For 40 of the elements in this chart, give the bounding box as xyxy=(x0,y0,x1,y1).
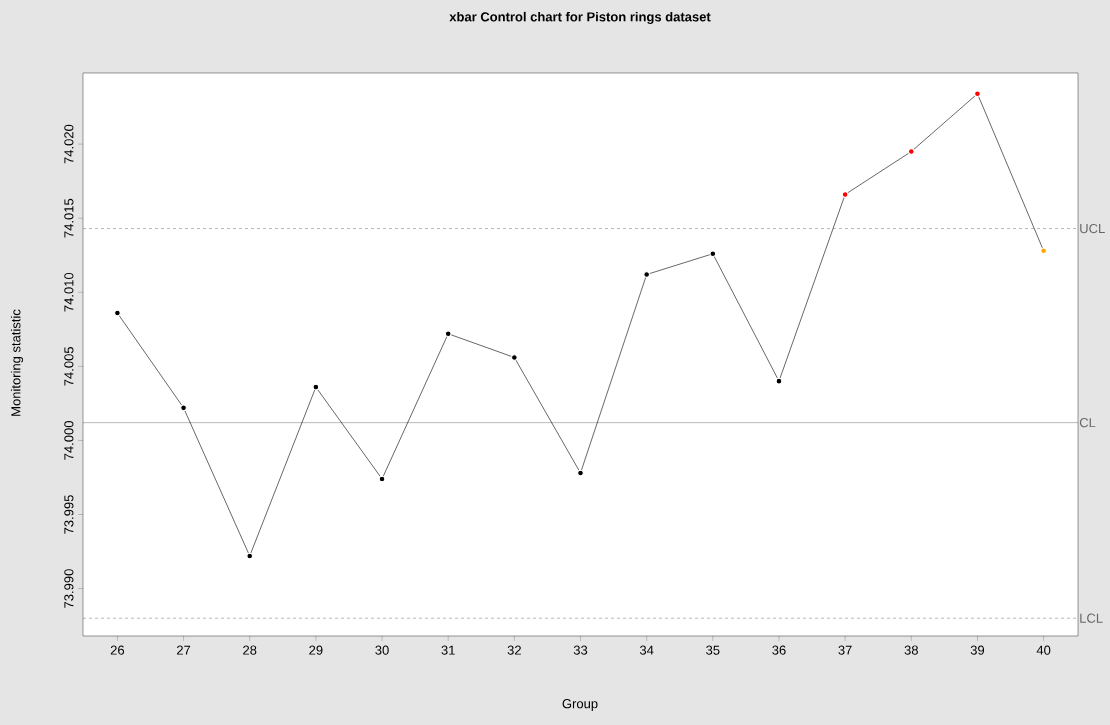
x-tick-label: 38 xyxy=(904,645,918,655)
point xyxy=(511,354,518,361)
point xyxy=(974,90,981,98)
x-tick-label: 32 xyxy=(507,645,521,655)
x-tick-label: 40 xyxy=(1036,645,1051,655)
y-tick-label: 74.005 xyxy=(64,347,74,386)
point xyxy=(841,191,849,198)
point xyxy=(577,469,584,477)
y-tick-label: 74.010 xyxy=(64,272,74,312)
point xyxy=(775,377,783,385)
y-tick-label: 74.020 xyxy=(64,124,74,164)
x-tick-label: 28 xyxy=(243,645,257,655)
x-tick-label: 34 xyxy=(639,645,654,655)
point xyxy=(643,271,650,278)
x-tick-label: 27 xyxy=(176,645,191,655)
x-tick-label: 33 xyxy=(573,645,588,655)
point xyxy=(908,148,915,155)
point xyxy=(114,309,121,317)
x-tick-label: 26 xyxy=(110,645,125,655)
point xyxy=(1040,247,1047,255)
y-tick-label: 74.000 xyxy=(64,421,74,460)
x-tick-label: 39 xyxy=(970,645,985,655)
x-tick-label: 35 xyxy=(706,645,720,655)
ref-line-label: LCL xyxy=(1080,613,1103,623)
x-tick-label: 29 xyxy=(309,645,323,655)
x-tick-label: 30 xyxy=(375,645,389,655)
x-axis-title: Group xyxy=(562,699,598,711)
x-tick-label: 31 xyxy=(441,645,455,655)
ref-line-label: UCL xyxy=(1080,223,1105,234)
y-tick-label: 73.990 xyxy=(64,569,74,608)
x-tick-label: 37 xyxy=(838,645,852,655)
x-tick-label: 36 xyxy=(772,645,786,655)
point xyxy=(180,404,187,412)
ref-line-label: CL xyxy=(1079,418,1096,428)
chart-title: xbar Control chart for Piston rings dataset xyxy=(449,11,711,25)
y-axis-title: Monitoring statistic xyxy=(10,309,24,416)
y-tick-label: 74.015 xyxy=(64,198,74,238)
point xyxy=(378,475,386,483)
y-tick-label: 73.995 xyxy=(64,495,74,534)
point xyxy=(246,552,254,560)
